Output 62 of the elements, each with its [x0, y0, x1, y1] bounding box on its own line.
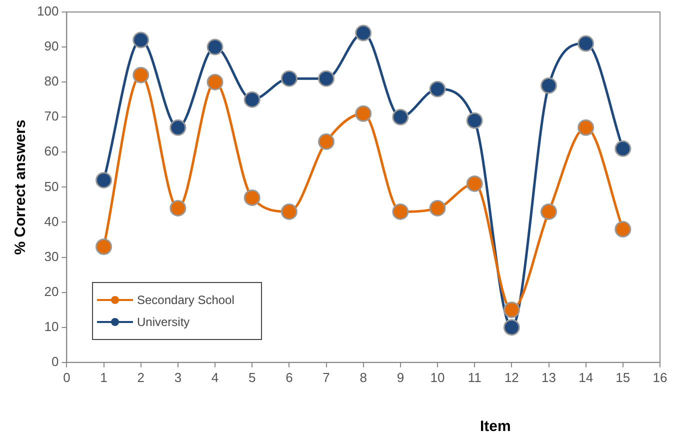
point — [392, 108, 409, 126]
x-tick-label: 14 — [578, 370, 594, 385]
point — [578, 119, 594, 136]
y-tick-label: 30 — [44, 248, 59, 264]
x-tick-label: 10 — [430, 370, 445, 385]
point — [392, 203, 409, 220]
x-tick-label: 13 — [542, 370, 556, 385]
y-tick-label: 60 — [44, 144, 59, 159]
point — [318, 70, 335, 87]
y-tick-label: 90 — [44, 38, 59, 54]
point — [355, 105, 372, 122]
point — [170, 119, 186, 136]
x-tick-label: 0 — [63, 370, 70, 385]
legend-label: University — [137, 315, 190, 329]
point — [170, 200, 186, 216]
point — [280, 203, 298, 220]
point — [132, 32, 150, 48]
point — [206, 38, 224, 56]
point — [96, 238, 112, 256]
y-tick-label: 10 — [44, 318, 59, 334]
point — [503, 319, 520, 336]
point — [206, 74, 224, 90]
point — [244, 189, 260, 206]
x-tick-label: 6 — [286, 370, 293, 385]
point — [614, 221, 632, 238]
y-tick-label: 20 — [44, 284, 59, 299]
point — [466, 175, 483, 192]
y-axis-title: % Correct answers — [12, 120, 30, 255]
point — [429, 200, 446, 216]
y-tick-label: 0 — [51, 354, 59, 369]
point — [96, 172, 112, 188]
point — [503, 302, 520, 318]
y-tick-label: 70 — [44, 108, 59, 124]
y-tick-label: 40 — [44, 214, 59, 229]
point — [318, 133, 335, 150]
x-tick-label: 4 — [211, 370, 219, 385]
point — [280, 70, 298, 87]
point — [429, 80, 446, 98]
x-tick-label: 15 — [616, 370, 630, 385]
point — [132, 66, 150, 84]
point — [466, 112, 483, 129]
x-tick-label: 8 — [360, 370, 367, 385]
y-tick-label: 100 — [36, 4, 59, 19]
y-tick-label: 80 — [44, 74, 59, 89]
x-tick-label: 7 — [322, 370, 330, 385]
x-tick-label: 5 — [248, 370, 256, 385]
legend-label: Secondary School — [137, 293, 234, 307]
point — [540, 77, 558, 94]
x-tick-label: 12 — [504, 370, 519, 385]
point — [355, 24, 372, 42]
x-tick-label: 16 — [652, 370, 668, 385]
x-tick-label: 11 — [468, 370, 482, 385]
x-tick-label: 3 — [174, 370, 182, 385]
point — [614, 140, 632, 157]
x-tick-label: 1 — [100, 370, 108, 385]
y-tick-label: 50 — [44, 178, 59, 194]
point — [540, 203, 558, 220]
x-axis-title: Item — [480, 418, 511, 435]
point — [578, 35, 594, 52]
point — [244, 91, 260, 108]
x-tick-label: 2 — [137, 370, 144, 385]
x-tick-label: 9 — [396, 370, 404, 385]
